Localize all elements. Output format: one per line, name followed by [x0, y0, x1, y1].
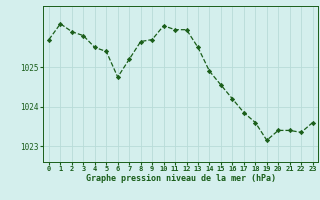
- X-axis label: Graphe pression niveau de la mer (hPa): Graphe pression niveau de la mer (hPa): [86, 174, 276, 183]
